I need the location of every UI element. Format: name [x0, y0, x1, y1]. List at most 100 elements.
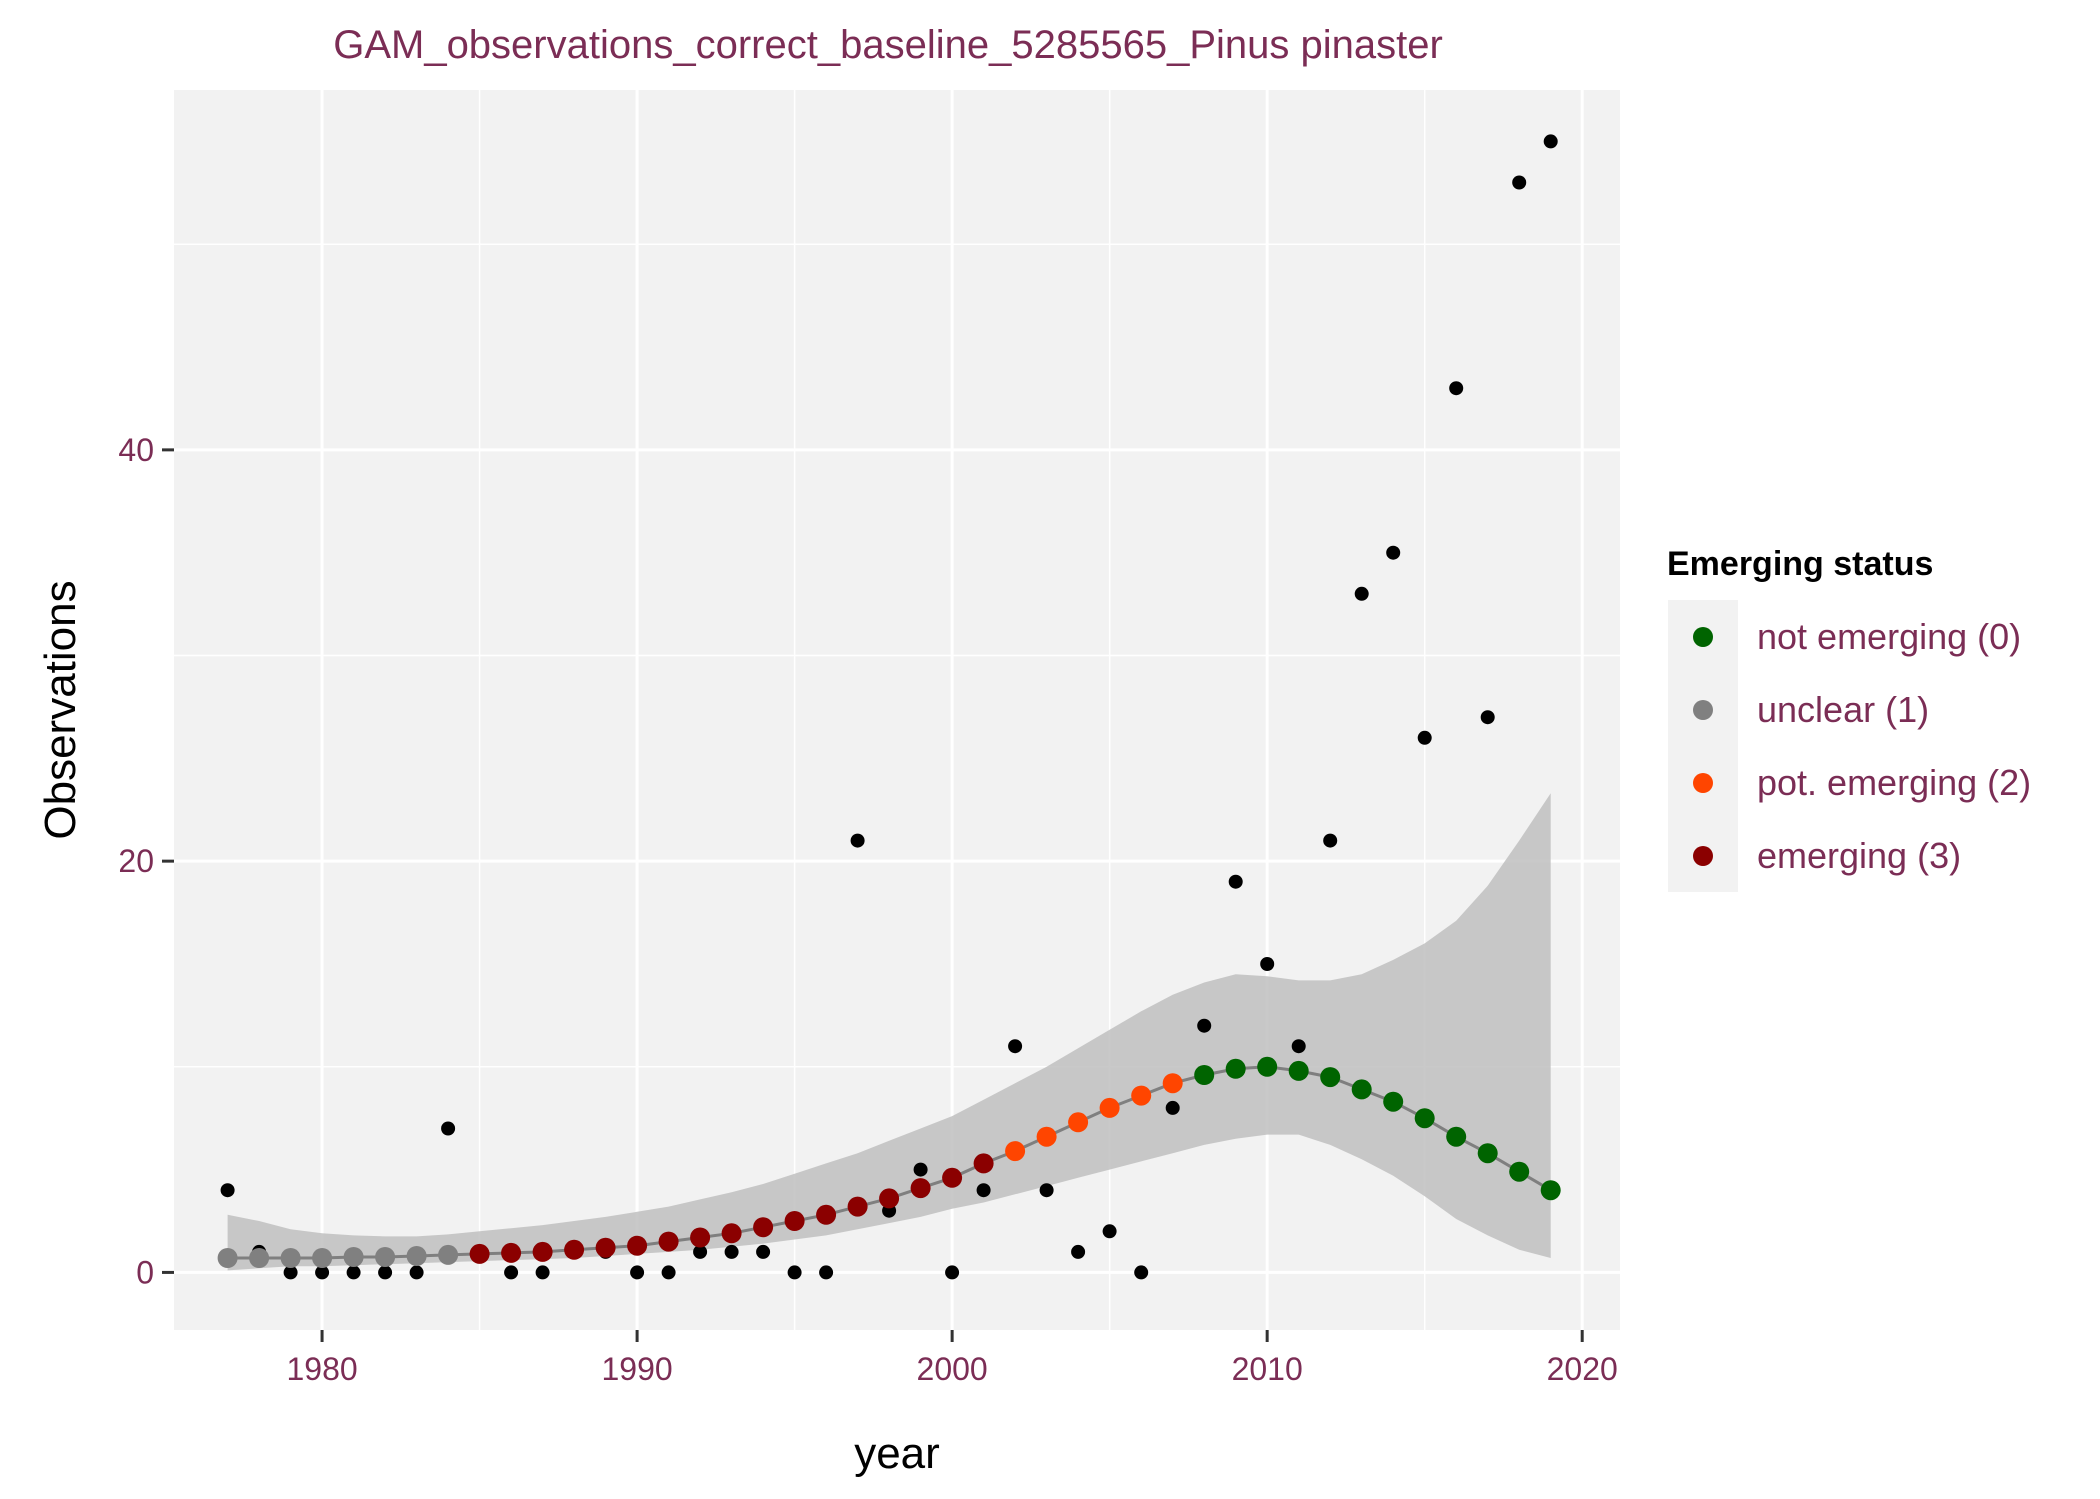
fit-point	[1131, 1085, 1152, 1106]
observation-point	[1449, 381, 1464, 396]
legend-item-label: unclear (1)	[1757, 689, 1929, 730]
fit-point	[438, 1244, 459, 1265]
observation-point	[1512, 175, 1527, 190]
observation-point	[1291, 1039, 1306, 1054]
fit-point	[280, 1248, 301, 1268]
fit-point	[564, 1239, 585, 1260]
y-tick-label: 40	[118, 432, 154, 468]
fit-point	[627, 1235, 648, 1256]
legend-item-label: pot. emerging (2)	[1757, 762, 2031, 803]
fit-point	[1036, 1126, 1057, 1147]
observation-point	[1543, 134, 1558, 149]
fit-point	[249, 1248, 270, 1268]
fit-point	[1383, 1091, 1404, 1112]
fit-point	[721, 1223, 742, 1244]
fit-point	[501, 1242, 522, 1263]
y-axis-title: Observations	[36, 580, 85, 839]
observation-point	[913, 1162, 928, 1177]
observation-point	[378, 1265, 393, 1280]
fit-point	[1477, 1143, 1498, 1164]
fit-point	[343, 1247, 364, 1267]
fit-point	[595, 1237, 616, 1258]
observation-point	[945, 1265, 960, 1280]
legend-item-label: not emerging (0)	[1757, 616, 2021, 657]
fit-point	[784, 1211, 805, 1231]
observation-point	[1197, 1018, 1212, 1033]
fit-point	[690, 1227, 711, 1248]
observation-point	[1228, 874, 1243, 889]
fit-point	[816, 1204, 837, 1225]
x-tick-label: 1990	[602, 1351, 673, 1387]
x-tick-label: 2010	[1232, 1351, 1303, 1387]
chart-title: GAM_observations_correct_baseline_528556…	[333, 23, 1443, 67]
x-axis-title: year	[854, 1429, 940, 1478]
observation-point	[1134, 1265, 1149, 1280]
legend: Emerging status not emerging (0) unclear …	[1667, 545, 2031, 892]
legend-key-background	[1668, 600, 1738, 892]
fit-point	[217, 1248, 238, 1268]
legend-item-label: emerging (3)	[1757, 835, 1961, 876]
confidence-ribbon	[227, 793, 1551, 1271]
observation-point	[976, 1183, 991, 1198]
fit-point	[910, 1178, 931, 1199]
y-tick-label: 20	[118, 843, 154, 879]
observation-point	[787, 1265, 802, 1280]
fit-point	[879, 1188, 900, 1209]
observation-point	[346, 1265, 361, 1280]
fit-point	[973, 1153, 994, 1174]
fit-point	[1414, 1108, 1435, 1129]
legend-title: Emerging status	[1667, 545, 1933, 583]
fit-point	[1099, 1097, 1120, 1118]
observation-point	[1417, 730, 1432, 745]
fit-point	[1162, 1073, 1183, 1094]
observation-point	[1386, 545, 1401, 560]
x-tick-label: 2000	[917, 1351, 988, 1387]
fit-point	[1194, 1065, 1215, 1085]
observation-point	[1071, 1244, 1086, 1259]
observation-point	[220, 1183, 235, 1198]
observation-point	[283, 1265, 298, 1280]
legend-key-dot	[1693, 846, 1713, 866]
fit-point	[1509, 1161, 1530, 1182]
fit-point	[1446, 1126, 1467, 1147]
observation-point	[1165, 1100, 1180, 1115]
fit-point	[1540, 1180, 1561, 1201]
fit-point	[1225, 1058, 1246, 1079]
observation-point	[1480, 710, 1495, 725]
fit-point	[847, 1196, 868, 1217]
y-axis: 0 20 40	[118, 432, 174, 1290]
fit-point	[942, 1167, 963, 1188]
fit-point	[312, 1248, 333, 1268]
fit-point	[1288, 1060, 1309, 1081]
fit-point	[1257, 1056, 1278, 1077]
legend-key-dot	[1693, 700, 1713, 720]
observation-point	[441, 1121, 456, 1136]
observation-point	[1323, 833, 1338, 848]
observation-point	[1102, 1224, 1117, 1239]
fit-point	[1005, 1141, 1026, 1162]
fit-points	[217, 1056, 1561, 1268]
fit-point	[753, 1217, 774, 1238]
fit-point	[469, 1243, 490, 1264]
y-tick-label: 0	[136, 1254, 154, 1290]
fit-point	[1351, 1079, 1372, 1100]
observation-point	[693, 1244, 708, 1259]
observation-point	[504, 1265, 519, 1280]
observation-point	[661, 1265, 676, 1280]
fit-point	[532, 1241, 553, 1262]
observation-point	[1008, 1039, 1023, 1054]
grid-minor	[174, 90, 1620, 1330]
legend-items: not emerging (0) unclear (1) pot. emerging…	[1693, 616, 2031, 876]
x-tick-label: 1980	[286, 1351, 357, 1387]
observation-point	[535, 1265, 550, 1280]
x-axis: 1980 1990 2000 2010 2020	[286, 1330, 1618, 1387]
observation-point	[1260, 957, 1275, 971]
observation-point	[756, 1244, 771, 1259]
fit-point	[375, 1247, 396, 1267]
fit-point	[658, 1231, 679, 1252]
observation-point	[1039, 1183, 1054, 1198]
observation-point	[819, 1265, 834, 1280]
fit-point	[1320, 1067, 1341, 1088]
observation-point	[315, 1265, 330, 1280]
